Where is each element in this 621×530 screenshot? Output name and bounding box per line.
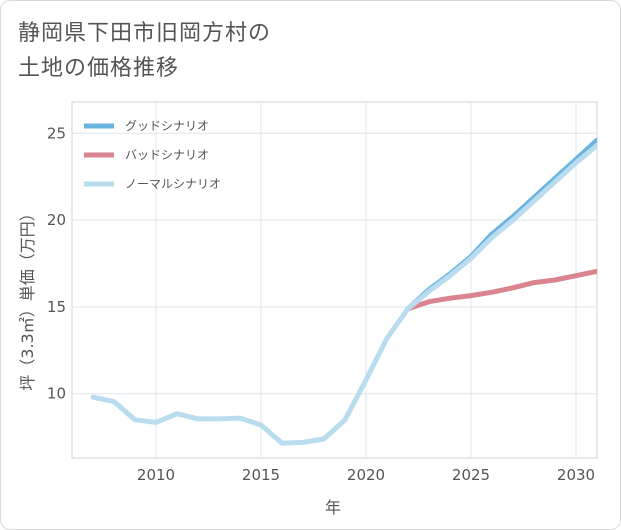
y-tick-label: 25 <box>47 124 66 142</box>
x-axis-label: 年 <box>325 498 341 517</box>
y-gridlines <box>72 132 597 395</box>
y-axis-label: 坪（3.3㎡）単価（万円） <box>18 205 37 390</box>
x-tick-label: 2025 <box>452 466 490 484</box>
y-tick-label: 15 <box>47 298 66 316</box>
legend-label: グッドシナリオ <box>125 119 209 133</box>
legend-good[interactable]: グッドシナリオ <box>84 119 209 133</box>
chart-title: 静岡県下田市旧岡方村の 土地の価格推移 <box>18 16 271 86</box>
y-tick-label: 20 <box>47 211 66 229</box>
x-tick-label: 2030 <box>557 466 595 484</box>
normal-scenario-line <box>90 142 597 446</box>
legend-label: バッドシナリオ <box>125 148 209 162</box>
series-layer <box>90 137 597 446</box>
plot-area <box>71 101 598 459</box>
legend-label: ノーマルシナリオ <box>125 177 221 191</box>
y-tick-label: 10 <box>47 385 66 403</box>
x-tick-label: 2015 <box>242 466 280 484</box>
legend-bad[interactable]: バッドシナリオ <box>84 148 209 162</box>
chart-title-line-2: 土地の価格推移 <box>18 56 180 81</box>
x-tick-label: 2010 <box>137 466 175 484</box>
chart-title-line-1: 静岡県下田市旧岡方村の <box>18 21 272 46</box>
x-tick-label: 2020 <box>347 466 385 484</box>
bad-scenario-line <box>405 268 597 312</box>
y-axis-ticks: 10 15 20 25 <box>47 124 66 402</box>
x-axis-ticks: 2010 2015 2020 2025 2030 <box>137 466 595 484</box>
legend-normal[interactable]: ノーマルシナリオ <box>84 177 221 191</box>
